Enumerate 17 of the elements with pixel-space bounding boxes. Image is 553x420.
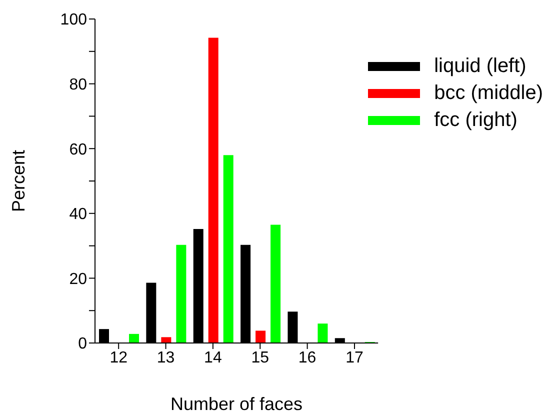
x-tick-label: 15: [251, 349, 270, 366]
y-tick-label: 80: [69, 76, 88, 94]
legend-label: bcc (middle): [434, 81, 543, 106]
x-tick-label: 12: [110, 349, 128, 366]
y-tick-label: 60: [69, 141, 88, 158]
y-tick-label: 0: [78, 336, 88, 353]
y-axis-title: Percent: [8, 150, 28, 212]
legend-label: fcc (right): [434, 108, 518, 133]
y-tick-label: 100: [60, 12, 88, 29]
legend-label: liquid (left): [434, 54, 526, 79]
y-tick-label: 40: [69, 206, 88, 224]
y-tick-label: 20: [69, 270, 88, 288]
x-tick-label: 16: [298, 349, 316, 366]
x-axis-title: Number of faces: [170, 394, 303, 414]
x-tick-label: 13: [156, 349, 175, 366]
x-tick-label: 17: [346, 349, 364, 366]
x-tick-label: 14: [204, 349, 222, 366]
